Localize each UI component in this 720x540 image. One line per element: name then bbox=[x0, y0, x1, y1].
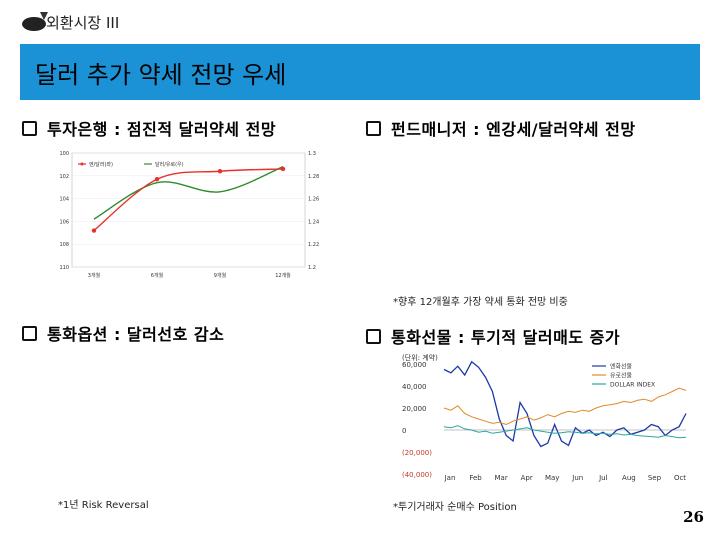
x-tick-label: Oct bbox=[674, 474, 686, 482]
heading-text: 펀드매니저 : 엔강세/달러약세 전망 bbox=[391, 120, 636, 139]
section-title: 외환시장 III bbox=[46, 14, 120, 32]
x-tick-label: 6개월 bbox=[151, 272, 164, 279]
x-tick-label: 12개월 bbox=[275, 272, 291, 279]
y-tick-label: (20,000) bbox=[402, 449, 432, 457]
left-tick-label: 104 bbox=[59, 197, 69, 203]
y-tick-label: 20,000 bbox=[402, 405, 427, 413]
y-tick-label: 60,000 bbox=[402, 361, 427, 369]
page-number: 26 bbox=[683, 508, 704, 526]
y-tick-label: (40,000) bbox=[402, 471, 432, 479]
x-tick-label: Feb bbox=[469, 474, 482, 482]
checkbox-bullet-icon bbox=[22, 326, 37, 341]
heading-text: 투자은행 : 점진적 달러약세 전망 bbox=[47, 120, 277, 139]
x-tick-label: Jul bbox=[598, 474, 608, 482]
y-tick-label: 40,000 bbox=[402, 383, 427, 391]
legend-label-dollar-index: DOLLAR INDEX bbox=[610, 382, 655, 389]
left-tick-label: 106 bbox=[59, 219, 69, 225]
data-point-yen-dollar bbox=[217, 169, 223, 174]
right-tick-label: 1.22 bbox=[308, 242, 319, 248]
series-line-yen-dollar bbox=[93, 168, 284, 232]
right-tick-label: 1.3 bbox=[308, 151, 316, 157]
series-line-euro-futures bbox=[443, 387, 687, 426]
legend-label-yen-futures: 엔화선물 bbox=[610, 363, 633, 371]
x-tick-label: May bbox=[545, 474, 559, 482]
data-point-yen-dollar bbox=[154, 177, 160, 182]
x-tick-label: Sep bbox=[648, 474, 662, 482]
heading-currency-futures: 통화선물 : 투기적 달러매도 증가 bbox=[366, 324, 620, 348]
legend-label-euro-futures: 유로선물 bbox=[610, 372, 633, 380]
legend-label-dollar-euro: 달러/유로(우) bbox=[155, 161, 184, 168]
x-tick-label: Mar bbox=[495, 474, 508, 482]
x-tick-label: Jun bbox=[571, 474, 583, 482]
left-tick-label: 100 bbox=[59, 151, 69, 157]
left-tick-label: 108 bbox=[59, 242, 69, 248]
legend-marker-yen-dollar bbox=[80, 162, 84, 166]
x-tick-label: 9개월 bbox=[214, 272, 227, 279]
y-tick-label: 0 bbox=[402, 427, 406, 435]
right-tick-label: 1.24 bbox=[308, 219, 319, 225]
right-tick-label: 1.26 bbox=[308, 197, 319, 203]
title-banner bbox=[20, 44, 700, 100]
left-tick-label: 102 bbox=[59, 174, 69, 180]
left-tick-label: 110 bbox=[59, 265, 69, 271]
heading-text: 통화옵션 : 달러선호 감소 bbox=[47, 325, 225, 344]
futures-note: *투기거래자 순매수 Position bbox=[393, 502, 517, 513]
heading-investment-banks: 투자은행 : 점진적 달러약세 전망 bbox=[22, 116, 276, 140]
x-tick-label: Jan bbox=[444, 474, 456, 482]
x-tick-label: Aug bbox=[622, 474, 636, 482]
slide-title: 달러 추가 약세 전망 우세 bbox=[35, 61, 287, 89]
series-line-dollar-euro bbox=[93, 166, 284, 220]
data-point-yen-dollar bbox=[91, 228, 97, 233]
futures-position-chart: (단위: 계약)60,000 40,000 20,000 0 (20,000) (40,0… bbox=[402, 353, 687, 482]
unit-label: (단위: 계약) bbox=[402, 353, 438, 362]
series-line-yen-futures bbox=[443, 360, 687, 448]
series-line-dollar-index bbox=[443, 425, 687, 439]
checkbox-bullet-icon bbox=[22, 121, 37, 136]
heading-text: 통화선물 : 투기적 달러매도 증가 bbox=[391, 328, 621, 347]
x-tick-label: 3개월 bbox=[88, 272, 101, 279]
right-tick-label: 1.2 bbox=[308, 265, 316, 271]
data-point-yen-dollar bbox=[280, 166, 286, 172]
right-tick-label: 1.28 bbox=[308, 174, 319, 180]
forecast-line-chart: 100 102 104 106 108 110 1.3 1.28 1.26 1.24 1.22 1.2… bbox=[59, 151, 319, 279]
fund-managers-note: *향후 12개월후 가장 약세 통화 전망 비중 bbox=[393, 297, 568, 308]
legend-label-yen-dollar: 엔/달러(좌) bbox=[89, 161, 113, 168]
checkbox-bullet-icon bbox=[366, 329, 381, 344]
logo-icon bbox=[22, 12, 48, 31]
heading-fund-managers: 펀드매니저 : 엔강세/달러약세 전망 bbox=[366, 116, 636, 140]
risk-reversal-note: *1년 Risk Reversal bbox=[58, 500, 149, 511]
checkbox-bullet-icon bbox=[366, 121, 381, 136]
heading-currency-options: 통화옵션 : 달러선호 감소 bbox=[22, 321, 224, 345]
x-tick-label: Apr bbox=[521, 474, 533, 482]
